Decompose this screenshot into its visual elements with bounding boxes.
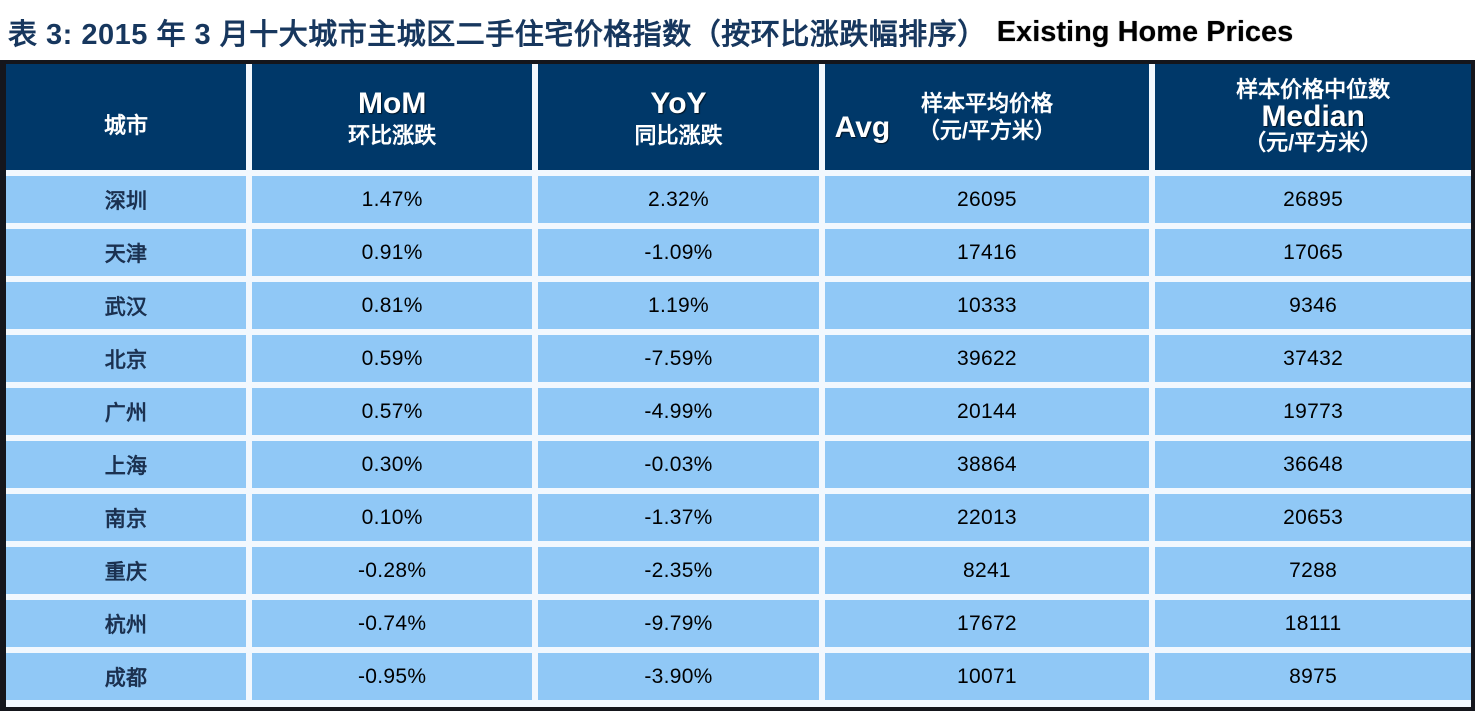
yoy-cell: -3.90% xyxy=(538,653,819,700)
mom-cell: -0.74% xyxy=(252,600,533,647)
city-cell: 广州 xyxy=(6,388,246,435)
mom-annotation: MoM xyxy=(358,86,427,120)
column-header-median: 样本价格中位数 Median （元/平方米） xyxy=(1155,64,1471,170)
median-cell: 37432 xyxy=(1155,335,1471,382)
median-cell: 17065 xyxy=(1155,229,1471,276)
mom-cell: -0.28% xyxy=(252,547,533,594)
table-row: 北京 0.59% -7.59% 39622 37432 xyxy=(6,335,1471,382)
yoy-cell: -1.09% xyxy=(538,229,819,276)
city-cell: 北京 xyxy=(6,335,246,382)
table-row: 天津 0.91% -1.09% 17416 17065 xyxy=(6,229,1471,276)
column-header-avg-unit: （元/平方米） xyxy=(917,118,1057,143)
column-header-city-label: 城市 xyxy=(103,113,148,139)
median-cell: 7288 xyxy=(1155,547,1471,594)
avg-cell: 39622 xyxy=(824,335,1150,382)
table-header-row: 城市 MoM 环比涨跌 YoY 同比涨跌 样本平均价格 Avg （元/平方米） … xyxy=(6,64,1471,170)
column-header-yoy-label: 同比涨跌 xyxy=(634,123,723,148)
yoy-cell: -7.59% xyxy=(538,335,819,382)
column-header-avg-unit-line: Avg （元/平方米） xyxy=(825,111,1150,145)
avg-cell: 22013 xyxy=(824,494,1150,541)
yoy-cell: -1.37% xyxy=(538,494,819,541)
yoy-cell: -9.79% xyxy=(538,600,819,647)
table-row: 杭州 -0.74% -9.79% 17672 18111 xyxy=(6,600,1471,647)
table-row: 上海 0.30% -0.03% 38864 36648 xyxy=(6,441,1471,488)
median-cell: 8975 xyxy=(1155,653,1471,700)
avg-cell: 10333 xyxy=(824,282,1150,329)
city-cell: 深圳 xyxy=(6,176,246,223)
table-title-en-annotation: Existing Home Prices xyxy=(996,15,1294,48)
avg-cell: 38864 xyxy=(824,441,1150,488)
median-cell: 19773 xyxy=(1155,388,1471,435)
table-title: 表 3: 2015 年 3 月十大城市主城区二手住宅价格指数（按环比涨跌幅排序）… xyxy=(0,0,1475,60)
table-title-zh: 表 3: 2015 年 3 月十大城市主城区二手住宅价格指数（按环比涨跌幅排序） xyxy=(8,19,987,51)
data-table: 城市 MoM 环比涨跌 YoY 同比涨跌 样本平均价格 Avg （元/平方米） … xyxy=(0,60,1475,711)
avg-cell: 20144 xyxy=(824,388,1150,435)
median-cell: 9346 xyxy=(1155,282,1471,329)
city-cell: 成都 xyxy=(6,653,246,700)
column-header-yoy: YoY 同比涨跌 xyxy=(538,64,819,170)
city-cell: 上海 xyxy=(6,441,246,488)
yoy-cell: -0.03% xyxy=(538,441,819,488)
column-header-mom: MoM 环比涨跌 xyxy=(252,64,533,170)
yoy-cell: -4.99% xyxy=(538,388,819,435)
city-cell: 杭州 xyxy=(6,600,246,647)
median-cell: 26895 xyxy=(1155,176,1471,223)
column-header-median-unit: （元/平方米） xyxy=(1244,130,1383,156)
avg-cell: 10071 xyxy=(824,653,1150,700)
median-cell: 36648 xyxy=(1155,441,1471,488)
avg-cell: 17672 xyxy=(824,600,1150,647)
avg-annotation: Avg xyxy=(834,111,891,144)
table-row: 武汉 0.81% 1.19% 10333 9346 xyxy=(6,282,1471,329)
yoy-cell: -2.35% xyxy=(538,547,819,594)
column-header-mom-label: 环比涨跌 xyxy=(348,123,437,148)
avg-cell: 17416 xyxy=(824,229,1150,276)
column-header-median-label: 样本价格中位数 xyxy=(1236,77,1391,103)
table-row: 重庆 -0.28% -2.35% 8241 7288 xyxy=(6,547,1471,594)
table-row: 深圳 1.47% 2.32% 26095 26895 xyxy=(6,176,1471,223)
avg-cell: 26095 xyxy=(824,176,1150,223)
mom-cell: 0.30% xyxy=(252,441,533,488)
table-row: 南京 0.10% -1.37% 22013 20653 xyxy=(6,494,1471,541)
table-row: 广州 0.57% -4.99% 20144 19773 xyxy=(6,388,1471,435)
mom-cell: 1.47% xyxy=(252,176,533,223)
city-cell: 南京 xyxy=(6,494,246,541)
yoy-cell: 1.19% xyxy=(538,282,819,329)
mom-cell: -0.95% xyxy=(252,653,533,700)
avg-cell: 8241 xyxy=(824,547,1150,594)
mom-cell: 0.57% xyxy=(252,388,533,435)
mom-cell: 0.10% xyxy=(252,494,533,541)
city-cell: 武汉 xyxy=(6,282,246,329)
median-annotation: Median xyxy=(1261,99,1365,133)
median-cell: 20653 xyxy=(1155,494,1471,541)
table-row: 成都 -0.95% -3.90% 10071 8975 xyxy=(6,653,1471,700)
mom-cell: 0.59% xyxy=(252,335,533,382)
yoy-annotation: YoY xyxy=(650,86,707,120)
column-header-avg: 样本平均价格 Avg （元/平方米） xyxy=(824,64,1150,170)
column-header-avg-label: 样本平均价格 xyxy=(920,90,1053,116)
yoy-cell: 2.32% xyxy=(538,176,819,223)
city-cell: 重庆 xyxy=(6,547,246,594)
median-cell: 18111 xyxy=(1155,600,1471,647)
mom-cell: 0.91% xyxy=(252,229,533,276)
column-header-city: 城市 xyxy=(6,64,246,170)
city-cell: 天津 xyxy=(6,229,246,276)
mom-cell: 0.81% xyxy=(252,282,533,329)
